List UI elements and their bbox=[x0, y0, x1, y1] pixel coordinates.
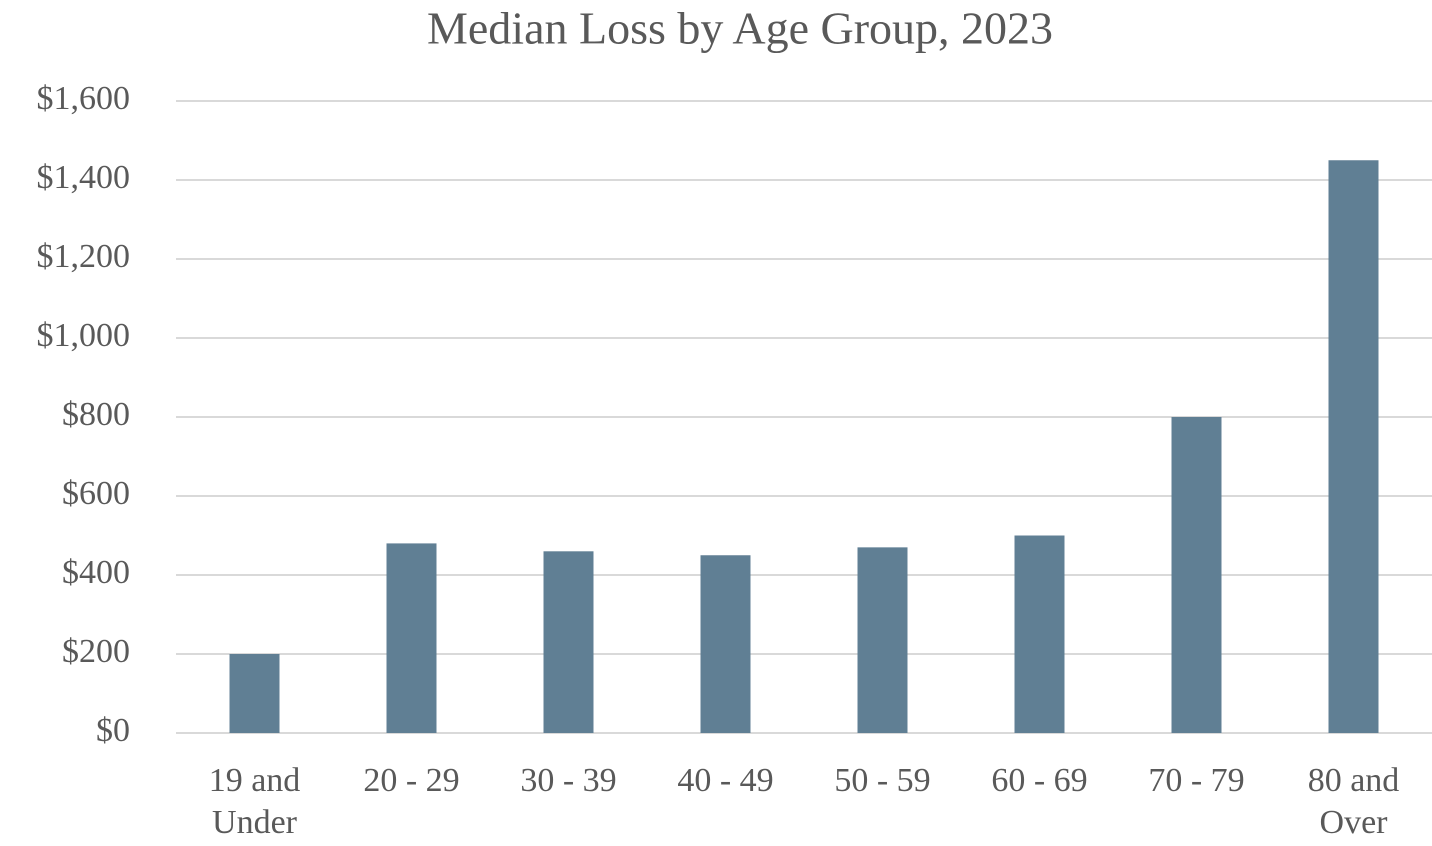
y-tick-label: $400 bbox=[62, 554, 130, 591]
y-tick-label: $600 bbox=[62, 475, 130, 512]
x-tick-label: 40 - 49 bbox=[677, 762, 774, 799]
y-tick-label: $1,400 bbox=[37, 159, 131, 196]
bar bbox=[1171, 417, 1222, 733]
y-tick-label: $1,000 bbox=[37, 317, 131, 354]
y-tick-label: $1,200 bbox=[37, 238, 131, 275]
x-tick-label: 80 and Over bbox=[1307, 762, 1400, 841]
y-tick-label: $800 bbox=[62, 396, 130, 433]
bar bbox=[700, 555, 751, 733]
x-tick-label: 60 - 69 bbox=[991, 762, 1088, 799]
y-tick-label: $1,600 bbox=[37, 80, 131, 117]
bar bbox=[543, 551, 594, 733]
bar bbox=[1328, 160, 1379, 733]
x-tick-label: 70 - 79 bbox=[1148, 762, 1245, 799]
y-tick-label: $0 bbox=[96, 712, 130, 749]
x-tick-label: 19 and Under bbox=[208, 762, 301, 841]
x-tick-label: 20 - 29 bbox=[363, 762, 460, 799]
y-tick-label: $200 bbox=[62, 633, 130, 670]
bar bbox=[1014, 535, 1065, 733]
x-tick-label: 30 - 39 bbox=[520, 762, 617, 799]
x-tick-label: 50 - 59 bbox=[834, 762, 931, 799]
bar bbox=[229, 654, 280, 733]
chart-title: Median Loss by Age Group, 2023 bbox=[427, 3, 1053, 54]
bar bbox=[386, 543, 437, 733]
bar bbox=[857, 547, 908, 733]
